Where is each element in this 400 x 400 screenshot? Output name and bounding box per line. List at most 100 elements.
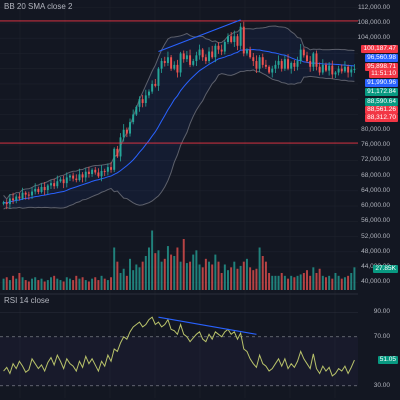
- volume-bar: [277, 275, 280, 290]
- candle-body: [340, 68, 343, 72]
- volume-bar: [201, 267, 204, 290]
- volume-bar: [24, 280, 27, 290]
- price-tag: 95,898.71: [365, 63, 398, 71]
- candle-body: [144, 95, 147, 104]
- volume-bar: [211, 264, 214, 290]
- candle-body: [170, 57, 173, 69]
- candle-body: [252, 57, 255, 62]
- rsi-indicator-label[interactable]: RSI 14 close: [4, 296, 50, 305]
- candle-body: [2, 202, 5, 204]
- bollinger-bands: [3, 25, 355, 210]
- volume-bar: [255, 268, 258, 290]
- bb-indicator-label[interactable]: BB 20 SMA close 2: [4, 2, 73, 11]
- candle-body: [299, 49, 302, 62]
- candle-body: [249, 49, 252, 58]
- rsi-pane: [0, 312, 358, 387]
- volume-tag: 27.85K: [373, 265, 398, 273]
- volume-bar: [223, 264, 226, 290]
- volume-bar: [27, 281, 30, 290]
- volume-bar: [15, 278, 18, 290]
- volume-bar: [163, 258, 166, 290]
- candle-body: [81, 174, 84, 178]
- volume-bar: [144, 256, 147, 290]
- candle-body: [8, 198, 11, 205]
- volume-bar: [18, 273, 21, 290]
- candle-body: [296, 61, 299, 67]
- volume-bar: [40, 278, 43, 290]
- candle-body: [223, 41, 226, 52]
- volume-bar: [34, 277, 37, 290]
- volume-bar: [287, 278, 290, 290]
- volume-bar: [5, 277, 8, 290]
- volume-bar: [334, 273, 337, 290]
- volume-bar: [94, 277, 97, 290]
- horizontal-lines[interactable]: [0, 20, 358, 144]
- volume-bar: [328, 275, 331, 290]
- candle-body: [318, 66, 321, 73]
- candle-body: [258, 57, 261, 69]
- candle-body: [78, 174, 81, 181]
- candle-body: [87, 171, 90, 174]
- volume-bar: [227, 270, 229, 290]
- candle-body: [132, 114, 135, 123]
- price-axis-tick: 48,000.00: [361, 247, 390, 255]
- volume-bar: [72, 280, 75, 290]
- volume-bar: [154, 253, 157, 290]
- price-axis-tick: 60,000.00: [361, 202, 390, 210]
- candle-body: [211, 51, 214, 58]
- trend-lines[interactable]: [158, 19, 241, 53]
- volume-bar: [299, 274, 302, 290]
- candle-body: [271, 68, 274, 73]
- volume-bar: [173, 256, 176, 290]
- candle-body: [309, 61, 312, 67]
- candle-body: [65, 177, 68, 184]
- volume-bar: [324, 277, 327, 290]
- volume-bar: [50, 277, 52, 290]
- volume-bar: [132, 270, 135, 290]
- grid-lines: [0, 0, 358, 398]
- rsi-axis-tick: 90.00: [373, 308, 390, 316]
- candle-body: [147, 91, 150, 96]
- volume-bar: [252, 270, 255, 290]
- candle-body: [255, 61, 258, 69]
- candle-body: [343, 66, 346, 72]
- candle-body: [233, 36, 236, 42]
- candle-body: [100, 170, 103, 177]
- candle-body: [208, 51, 211, 62]
- candle-body: [18, 196, 21, 199]
- volume-bar: [91, 278, 94, 290]
- volume-bar: [192, 254, 195, 290]
- volume-bar: [147, 247, 150, 290]
- candle-body: [166, 57, 169, 63]
- volume-bar: [249, 267, 252, 290]
- volume-bar: [306, 270, 308, 290]
- candle-body: [280, 61, 283, 69]
- volume-bar: [8, 280, 11, 290]
- volume-bar: [315, 273, 318, 290]
- volume-bar: [245, 258, 248, 290]
- volume-bar: [283, 275, 286, 290]
- volume-bar: [135, 264, 138, 290]
- volume-bar: [220, 273, 223, 290]
- candle-body: [230, 36, 233, 42]
- volume-bar: [125, 275, 128, 290]
- candle-body: [125, 129, 128, 134]
- bb-basis-line: [3, 49, 355, 204]
- candle-body: [268, 66, 271, 73]
- volume-bar: [321, 275, 324, 290]
- candle-body: [204, 57, 207, 62]
- candle-body: [116, 148, 119, 157]
- volume-bar: [122, 268, 125, 290]
- volume-bar: [151, 230, 154, 290]
- candle-body: [195, 55, 198, 62]
- volume-bar: [302, 273, 305, 290]
- volume-bar: [312, 267, 315, 290]
- volume-bar: [78, 278, 81, 290]
- rsi-axis-tick: 30.00: [373, 381, 390, 389]
- volume-bar: [56, 278, 59, 290]
- candle-body: [328, 65, 331, 71]
- candle-body: [321, 64, 324, 73]
- candle-body: [5, 202, 8, 205]
- volume-bar: [271, 275, 274, 290]
